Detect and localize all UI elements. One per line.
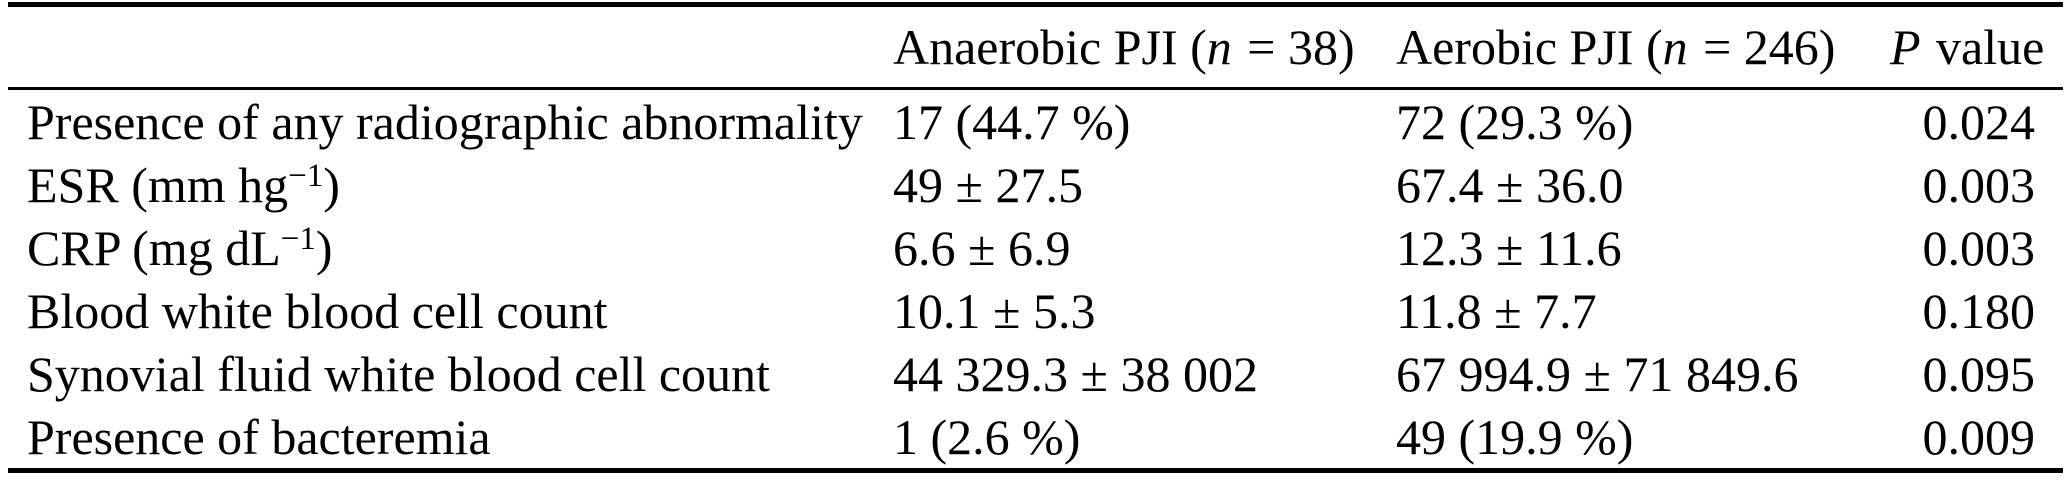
- header-p-variable: P: [1890, 19, 1921, 75]
- p-value: 0.003: [1922, 219, 2036, 276]
- p-value: 0.024: [1922, 93, 2036, 150]
- table-row: CRP (mg dL−1) 6.6 ± 6.9 12.3 ± 11.6 0.00…: [8, 216, 2063, 279]
- p-value: 0.003: [1922, 156, 2036, 213]
- comparison-table: Anaerobic PJI (n = 38) Aerobic PJI (n = …: [8, 2, 2063, 473]
- label-text: Blood white blood cell count: [27, 282, 608, 339]
- header-aerobic-pji: Aerobic PJI (n = 246): [1396, 5, 1890, 89]
- label-text: ESR (mm hg: [27, 156, 289, 213]
- label-text: ): [323, 156, 340, 213]
- anaerobic-value: 6.6 ± 6.9: [893, 219, 1071, 276]
- aerobic-value: 11.8 ± 7.7: [1396, 282, 1597, 339]
- header-text: Aerobic PJI (: [1396, 19, 1663, 75]
- table-row: ESR (mm hg−1) 49 ± 27.5 67.4 ± 36.0 0.00…: [8, 153, 2063, 216]
- label-text: Presence of any radiographic abnormality: [27, 93, 863, 150]
- header-text: value: [1923, 19, 2045, 75]
- header-text: = 246): [1690, 19, 1836, 75]
- label-superscript: −1: [288, 157, 324, 194]
- header-text: Anaerobic PJI (: [893, 19, 1207, 75]
- table-row: Blood white blood cell count 10.1 ± 5.3 …: [8, 279, 2063, 342]
- aerobic-value: 67.4 ± 36.0: [1396, 156, 1624, 213]
- table-row: Presence of bacteremia 1 (2.6 %) 49 (19.…: [8, 405, 2063, 471]
- row-label: CRP (mg dL−1): [8, 216, 893, 279]
- row-label: Synovial fluid white blood cell count: [8, 342, 893, 405]
- row-label: Presence of any radiographic abnormality: [8, 89, 893, 154]
- header-n-variable: n: [1662, 19, 1688, 75]
- label-text: Synovial fluid white blood cell count: [27, 345, 770, 402]
- label-text: Presence of bacteremia: [27, 408, 491, 465]
- anaerobic-value: 1 (2.6 %): [893, 408, 1081, 465]
- table-row: Synovial fluid white blood cell count 44…: [8, 342, 2063, 405]
- row-label: ESR (mm hg−1): [8, 153, 893, 216]
- anaerobic-value: 17 (44.7 %): [893, 93, 1131, 150]
- header-text: = 38): [1234, 19, 1355, 75]
- header-n-variable: n: [1206, 19, 1232, 75]
- anaerobic-value: 44 329.3 ± 38 002: [893, 345, 1258, 402]
- p-value: 0.180: [1922, 282, 2036, 339]
- aerobic-value: 72 (29.3 %): [1396, 93, 1634, 150]
- header-anaerobic-pji: Anaerobic PJI (n = 38): [893, 5, 1396, 89]
- header-row: Anaerobic PJI (n = 38) Aerobic PJI (n = …: [8, 5, 2063, 89]
- aerobic-value: 67 994.9 ± 71 849.6: [1396, 345, 1799, 402]
- label-text: CRP (mg dL: [27, 219, 281, 276]
- label-text: ): [315, 219, 333, 276]
- label-superscript: −1: [280, 220, 316, 257]
- p-value: 0.009: [1922, 408, 2036, 465]
- anaerobic-value: 10.1 ± 5.3: [893, 282, 1096, 339]
- anaerobic-value: 49 ± 27.5: [893, 156, 1083, 213]
- aerobic-value: 12.3 ± 11.6: [1396, 219, 1622, 276]
- aerobic-value: 49 (19.9 %): [1396, 408, 1634, 465]
- p-value: 0.095: [1922, 345, 2036, 402]
- header-p-value: P value: [1890, 5, 2063, 89]
- row-label: Blood white blood cell count: [8, 279, 893, 342]
- row-label: Presence of bacteremia: [8, 405, 893, 471]
- table-row: Presence of any radiographic abnormality…: [8, 89, 2063, 154]
- header-empty-cell: [8, 5, 893, 89]
